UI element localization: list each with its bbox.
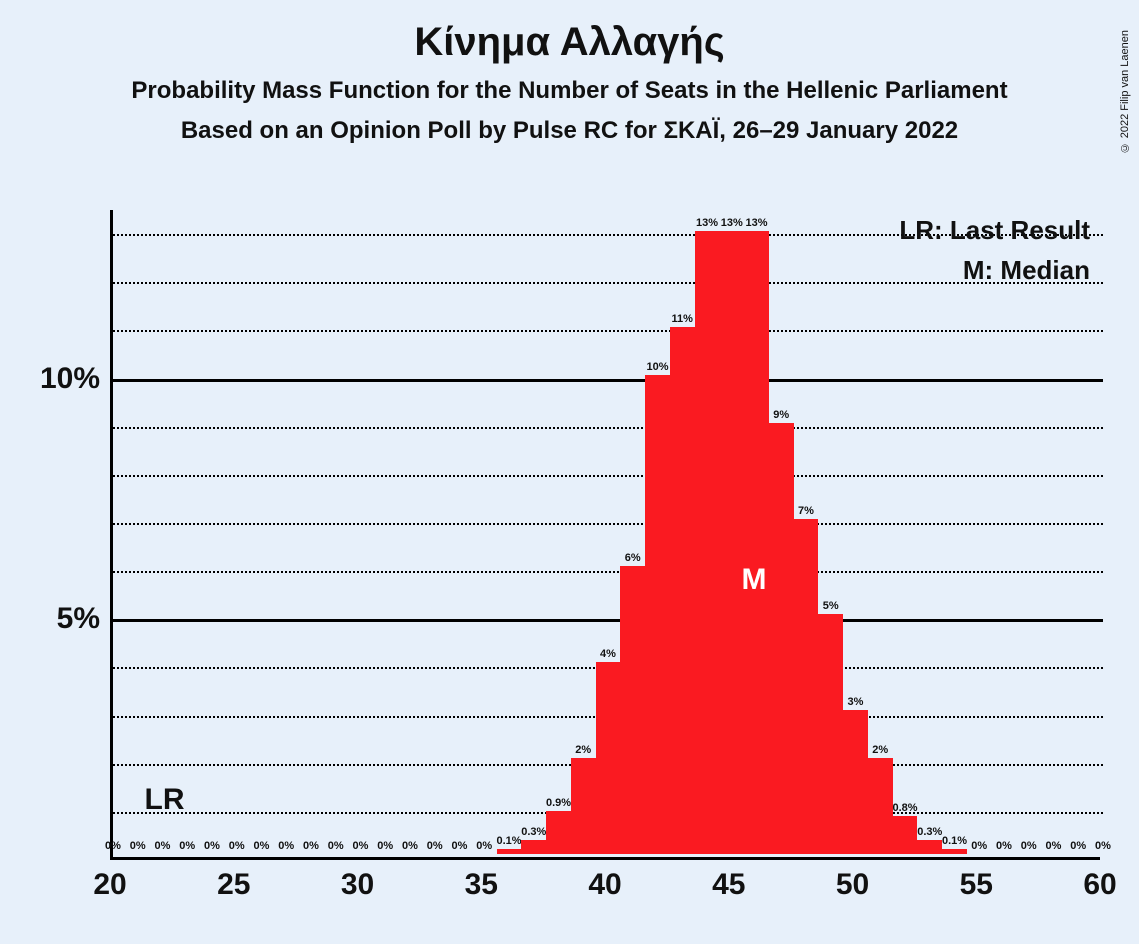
bar-value-label: 3% xyxy=(848,696,864,708)
bar-value-label: 7% xyxy=(798,505,814,517)
bar-value-label: 0% xyxy=(452,840,468,852)
bar-value-label: 0% xyxy=(476,840,492,852)
bar-value-label: 0% xyxy=(1070,840,1086,852)
bar xyxy=(695,231,720,854)
annotation-lr: LR xyxy=(145,783,185,817)
bar-value-label: 0% xyxy=(1095,840,1111,852)
bar-value-label: 0% xyxy=(353,840,369,852)
chart-subtitle-2: Based on an Opinion Poll by Pulse RC for… xyxy=(0,117,1139,145)
bar-value-label: 0.3% xyxy=(521,826,546,838)
bar xyxy=(843,710,868,854)
bar-value-label: 0% xyxy=(402,840,418,852)
bar xyxy=(596,662,621,854)
bar-value-label: 0% xyxy=(278,840,294,852)
bar-value-label: 0.3% xyxy=(917,826,942,838)
plot-region: 0%0%0%0%0%0%0%0%0%0%0%0%0%0%0%0%0.1%0.3%… xyxy=(110,210,1100,860)
legend-lr: LR: Last Result xyxy=(899,215,1090,246)
chart-title: Κίνημα Αλλαγής xyxy=(0,20,1139,65)
x-tick-label: 60 xyxy=(1083,868,1116,902)
bar-value-label: 5% xyxy=(823,600,839,612)
bar-value-label: 2% xyxy=(575,744,591,756)
legend-m: M: Median xyxy=(963,255,1090,286)
bar-value-label: 0% xyxy=(303,840,319,852)
bar xyxy=(868,758,893,854)
x-tick-label: 40 xyxy=(588,868,621,902)
bar xyxy=(917,840,942,854)
bar-value-label: 0% xyxy=(130,840,146,852)
bar-value-label: 13% xyxy=(745,217,767,229)
bar xyxy=(744,231,769,854)
x-tick-label: 20 xyxy=(93,868,126,902)
bar-value-label: 6% xyxy=(625,552,641,564)
chart-subtitle-1: Probability Mass Function for the Number… xyxy=(0,77,1139,105)
bar-value-label: 0% xyxy=(155,840,171,852)
annotation-median: M xyxy=(742,563,767,597)
bar-value-label: 0% xyxy=(996,840,1012,852)
bar xyxy=(620,566,645,854)
x-tick-label: 30 xyxy=(341,868,374,902)
y-tick-label: 5% xyxy=(20,602,100,636)
bar-value-label: 0.1% xyxy=(496,835,521,847)
gridline-major xyxy=(113,379,1103,382)
bar-value-label: 0.1% xyxy=(942,835,967,847)
gridline-minor xyxy=(113,475,1103,477)
copyright-text: © 2022 Filip van Laenen xyxy=(1119,30,1131,153)
bar-value-label: 0% xyxy=(229,840,245,852)
gridline-minor xyxy=(113,523,1103,525)
bar-value-label: 13% xyxy=(721,217,743,229)
bar-value-label: 9% xyxy=(773,409,789,421)
bar xyxy=(942,849,967,854)
bar xyxy=(794,519,819,854)
x-tick-label: 50 xyxy=(836,868,869,902)
gridline-major xyxy=(113,619,1103,622)
bar xyxy=(670,327,695,854)
bar-value-label: 11% xyxy=(672,313,693,325)
bar-value-label: 0% xyxy=(1046,840,1062,852)
bar xyxy=(645,375,670,854)
x-tick-label: 45 xyxy=(712,868,745,902)
bar-value-label: 0% xyxy=(971,840,987,852)
bar-value-label: 0.9% xyxy=(546,797,571,809)
bar-value-label: 0% xyxy=(254,840,270,852)
gridline-minor xyxy=(113,330,1103,332)
bar xyxy=(769,423,794,854)
bar xyxy=(521,840,546,854)
bar-value-label: 10% xyxy=(646,361,668,373)
bar xyxy=(497,849,522,854)
bar-value-label: 0% xyxy=(105,840,121,852)
bar-value-label: 0.8% xyxy=(892,802,917,814)
gridline-minor xyxy=(113,571,1103,573)
bar-value-label: 0% xyxy=(1021,840,1037,852)
x-tick-label: 35 xyxy=(465,868,498,902)
bar xyxy=(571,758,596,854)
x-tick-label: 55 xyxy=(960,868,993,902)
bar-value-label: 0% xyxy=(377,840,393,852)
gridline-minor xyxy=(113,282,1103,284)
bar xyxy=(818,614,843,854)
bar-value-label: 2% xyxy=(872,744,888,756)
chart-area: 0%0%0%0%0%0%0%0%0%0%0%0%0%0%0%0%0.1%0.3%… xyxy=(110,210,1100,860)
bar-value-label: 4% xyxy=(600,648,616,660)
gridline-minor xyxy=(113,427,1103,429)
bar-value-label: 13% xyxy=(696,217,718,229)
bar-value-label: 0% xyxy=(179,840,195,852)
y-tick-label: 10% xyxy=(20,362,100,396)
bar xyxy=(893,816,918,854)
bar xyxy=(546,811,571,854)
bar xyxy=(719,231,744,854)
bar-value-label: 0% xyxy=(204,840,220,852)
bar-value-label: 0% xyxy=(427,840,443,852)
bar-value-label: 0% xyxy=(328,840,344,852)
x-tick-label: 25 xyxy=(217,868,250,902)
